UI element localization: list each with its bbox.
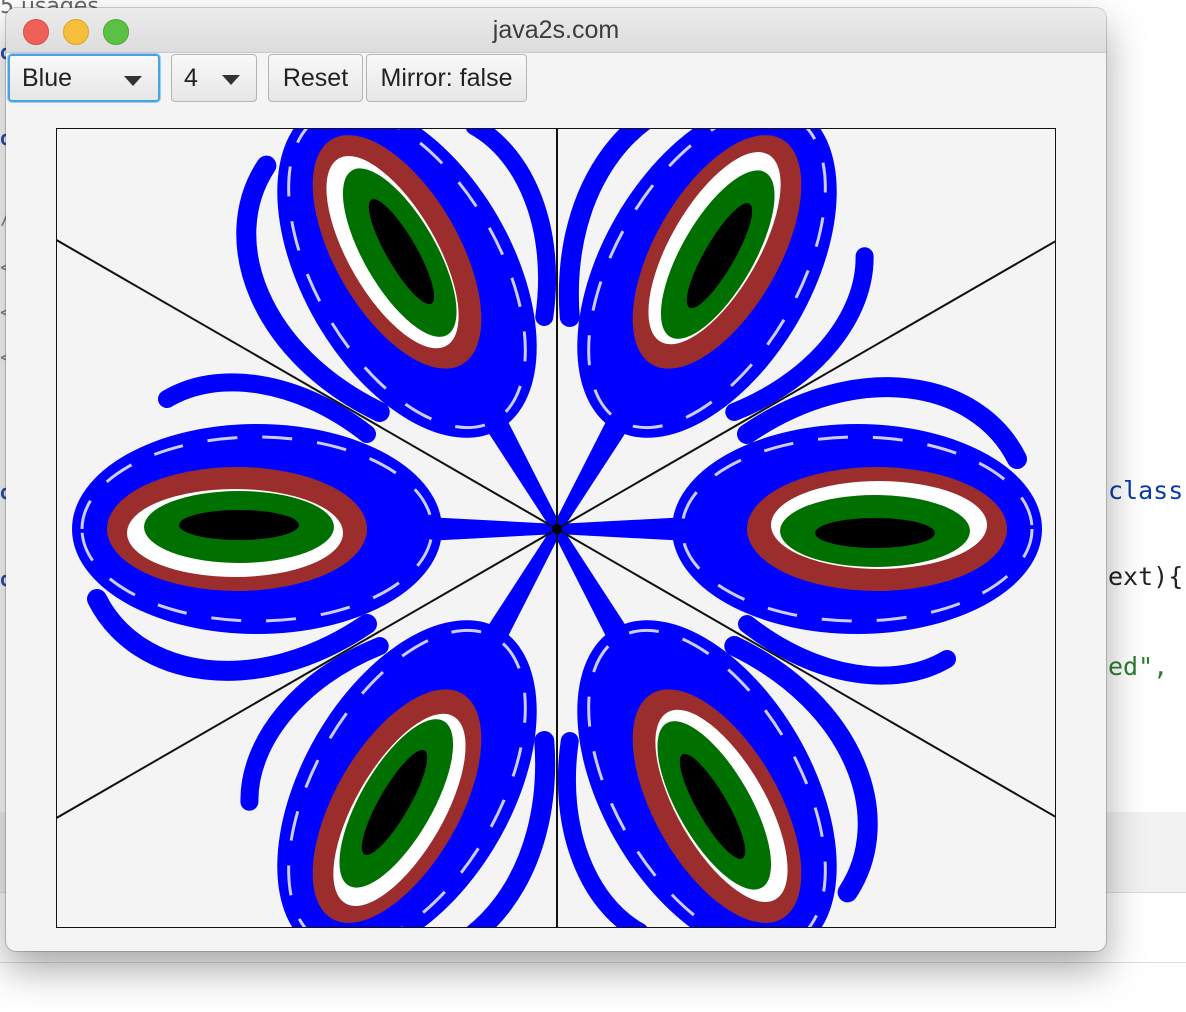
zoom-window-button[interactable] xyxy=(103,19,129,45)
minimize-window-button[interactable] xyxy=(63,19,89,45)
count-select-value: 4 xyxy=(184,63,198,92)
ide-code-ext: ext){ xyxy=(1108,562,1184,591)
chevron-down-icon xyxy=(124,76,142,86)
petal xyxy=(240,526,562,927)
color-select[interactable]: Blue xyxy=(8,54,160,102)
drawing-canvas[interactable] xyxy=(56,128,1056,928)
ide-code-class: class xyxy=(1108,476,1184,505)
reset-button[interactable]: Reset xyxy=(268,54,363,102)
color-select-value: Blue xyxy=(22,63,73,92)
ide-code-string: ed", xyxy=(1108,652,1169,681)
petal xyxy=(552,526,878,927)
ide-divider xyxy=(0,962,1186,963)
close-window-button[interactable] xyxy=(23,19,49,45)
window-title: java2s.com xyxy=(492,16,620,44)
petal xyxy=(72,373,558,681)
chevron-down-icon xyxy=(222,75,240,85)
app-window: java2s.com Blue 4 Reset Mirror: false xyxy=(6,8,1106,951)
title-bar[interactable]: java2s.com xyxy=(6,8,1106,53)
petal xyxy=(552,129,874,532)
center-point xyxy=(552,524,562,534)
petal xyxy=(556,377,1042,685)
petal xyxy=(236,129,562,532)
mirror-toggle-button[interactable]: Mirror: false xyxy=(366,54,527,102)
kaleidoscope-drawing xyxy=(57,129,1055,927)
count-select[interactable]: 4 xyxy=(171,54,257,102)
